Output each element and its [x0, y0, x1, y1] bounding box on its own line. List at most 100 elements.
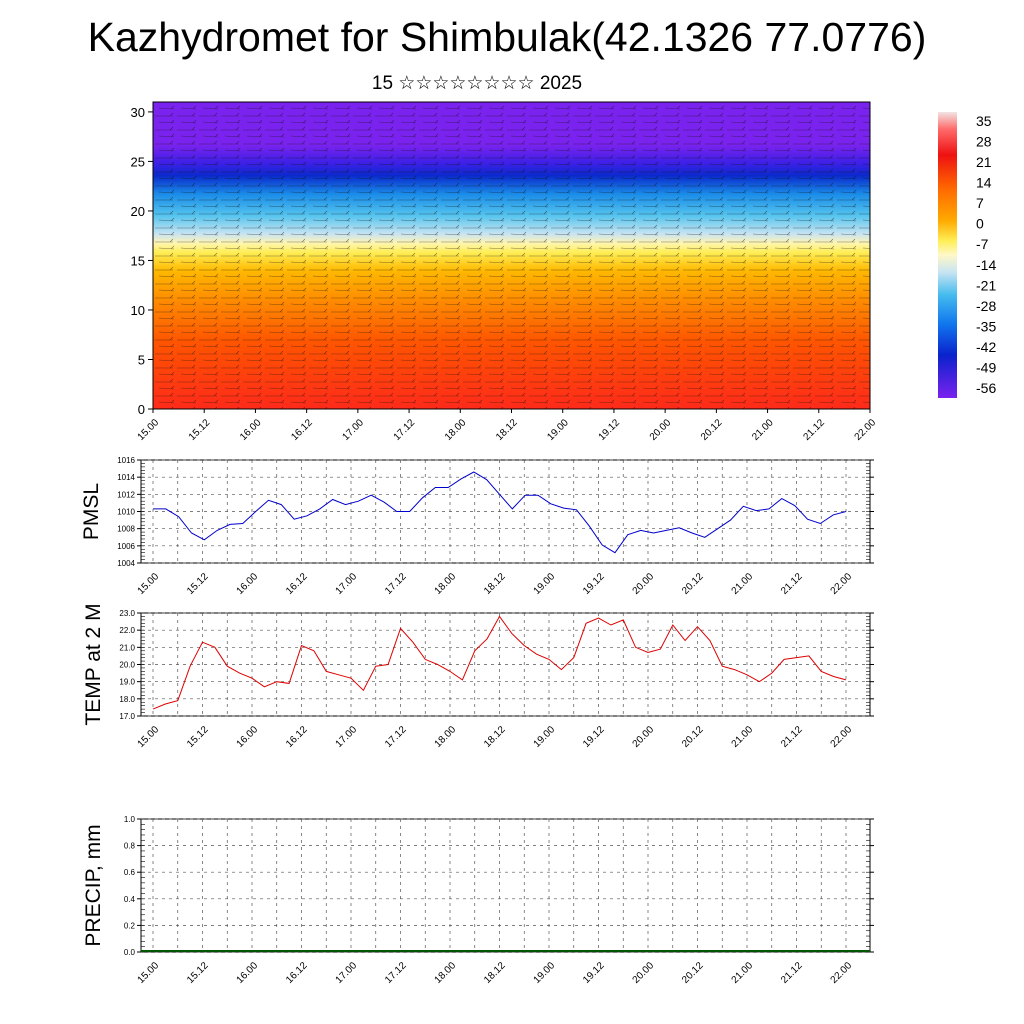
- y-tick-label: 20: [131, 204, 145, 219]
- x-tick-label: 16.00: [235, 571, 261, 597]
- x-tick-label: 22.00: [829, 571, 855, 597]
- x-tick-label: 21.00: [730, 571, 756, 597]
- y-axis-label: PMSL: [80, 483, 103, 540]
- x-tick-label: 15.00: [136, 960, 162, 986]
- y-tick-label: 0.4: [124, 895, 136, 904]
- x-tick-label: 18.00: [443, 417, 469, 443]
- x-tick-label: 16.12: [284, 571, 310, 597]
- series-line: [152, 615, 847, 710]
- y-tick-label: 15: [131, 253, 145, 268]
- chart-title: Kazhydromet for Shimbulak(42.1326 77.077…: [87, 14, 927, 60]
- x-tick-label: 15.00: [136, 724, 162, 750]
- x-tick-label: 20.12: [680, 571, 706, 597]
- pmsl-panel: 15.00 15.12 16.00 16.12 17.00 17.12 18.00 18.12…: [80, 456, 874, 597]
- y-tick-label: 0: [138, 402, 145, 417]
- panel-frame: [140, 818, 871, 953]
- chart-subtitle: 15 ☆☆☆☆☆☆☆☆ 2025: [371, 73, 583, 94]
- x-tick-label: 19.12: [581, 724, 607, 750]
- x-tick-label: 15.12: [185, 571, 211, 597]
- y-tick-label: 10: [131, 303, 145, 318]
- y-tick-label: 19.0: [119, 678, 135, 687]
- colorbar-label: 0: [976, 216, 984, 232]
- colorbar-label: -28: [976, 298, 996, 314]
- x-tick-label: 21.00: [730, 960, 756, 986]
- x-tick-label: 19.00: [545, 417, 571, 443]
- x-tick-label: 18.12: [482, 724, 508, 750]
- x-tick-label: 17.12: [383, 724, 409, 750]
- x-tick-label: 16.00: [235, 960, 261, 986]
- x-tick-label: 18.12: [482, 571, 508, 597]
- x-tick-label: 19.00: [532, 724, 558, 750]
- cross-section-panel: 0 5 10 15 20 25 30 15.00 15.12 16.00 16.12 17.00 17…: [131, 101, 878, 443]
- y-tick-label: 25: [131, 154, 145, 169]
- y-tick-label: 1012: [117, 490, 135, 499]
- x-tick-label: 15.00: [136, 417, 162, 443]
- y-tick-label: 1010: [117, 508, 135, 517]
- y-tick-label: 17.0: [119, 712, 135, 721]
- x-tick-label: 16.12: [284, 724, 310, 750]
- y-tick-label: 1006: [117, 542, 135, 551]
- x-tick-label: 22.00: [829, 724, 855, 750]
- colorbar-label: 35: [976, 113, 992, 129]
- x-tick-label: 21.12: [779, 960, 805, 986]
- x-tick-label: 22.00: [829, 960, 855, 986]
- y-tick-label: 1016: [117, 456, 135, 465]
- x-tick-label: 16.00: [238, 417, 264, 443]
- x-tick-label: 20.12: [680, 960, 706, 986]
- colorbar-label: -21: [976, 277, 996, 293]
- x-tick-label: 21.00: [750, 417, 776, 443]
- y-axis-label: TEMP at 2 M: [82, 603, 105, 725]
- y-tick-label: 5: [138, 352, 145, 367]
- y-tick-label: 21.0: [119, 643, 135, 652]
- x-tick-label: 20.00: [631, 724, 657, 750]
- x-tick-label: 18.00: [433, 724, 459, 750]
- x-tick-label: 19.00: [532, 960, 558, 986]
- x-tick-label: 19.12: [597, 417, 623, 443]
- colorbar-label: 14: [976, 175, 992, 191]
- colorbar-label: -14: [976, 257, 996, 273]
- temp2m-panel: 15.00 15.12 16.00 16.12 17.00 17.12 18.00 18.12…: [82, 603, 874, 750]
- y-tick-label: 23.0: [119, 609, 135, 618]
- y-tick-label: 1008: [117, 525, 135, 534]
- wind-barbs-overlay: [153, 102, 870, 409]
- colorbar-label: -56: [976, 380, 996, 396]
- colorbar-strip: [938, 112, 957, 398]
- x-tick-label: 15.00: [136, 571, 162, 597]
- y-tick-label: 0.0: [124, 948, 136, 957]
- colorbar-label: 21: [976, 154, 992, 170]
- x-tick-label: 18.00: [433, 571, 459, 597]
- precip-panel: 15.00 15.12 16.00 16.12 17.00 17.12 18.00 18.12…: [82, 815, 874, 986]
- cross-section-x-axis: 15.00 15.12 16.00 16.12 17.00 17.12 18.00 18.12…: [136, 409, 878, 443]
- x-tick-label: 16.12: [289, 417, 315, 443]
- x-tick-label: 17.00: [334, 571, 360, 597]
- y-tick-label: 30: [131, 105, 145, 120]
- y-tick-label: 1014: [117, 473, 135, 482]
- series-line: [153, 471, 847, 554]
- colorbar-label: -35: [976, 318, 996, 334]
- x-tick-label: 20.12: [699, 417, 725, 443]
- y-tick-label: 20.0: [119, 661, 135, 670]
- x-tick-label: 20.00: [631, 960, 657, 986]
- colorbar-label: -49: [976, 359, 996, 375]
- x-tick-label: 21.12: [779, 724, 805, 750]
- x-tick-label: 21.12: [779, 571, 805, 597]
- colorbar-label: -7: [976, 236, 989, 252]
- x-tick-label: 17.00: [334, 724, 360, 750]
- y-tick-label: 1.0: [124, 815, 136, 824]
- x-tick-label: 20.00: [631, 571, 657, 597]
- x-tick-label: 19.12: [581, 571, 607, 597]
- x-tick-label: 16.12: [284, 960, 310, 986]
- y-tick-label: 0.6: [124, 868, 136, 877]
- x-tick-label: 17.00: [341, 417, 367, 443]
- x-tick-label: 17.12: [383, 571, 409, 597]
- x-tick-label: 20.12: [680, 724, 706, 750]
- x-tick-label: 18.12: [494, 417, 520, 443]
- x-tick-label: 15.12: [185, 960, 211, 986]
- x-tick-label: 17.12: [383, 960, 409, 986]
- x-tick-label: 17.12: [392, 417, 418, 443]
- x-tick-label: 18.12: [482, 960, 508, 986]
- y-axis-label: PRECIP, mm: [82, 824, 105, 946]
- x-tick-label: 16.00: [235, 724, 261, 750]
- x-tick-label: 20.00: [648, 417, 674, 443]
